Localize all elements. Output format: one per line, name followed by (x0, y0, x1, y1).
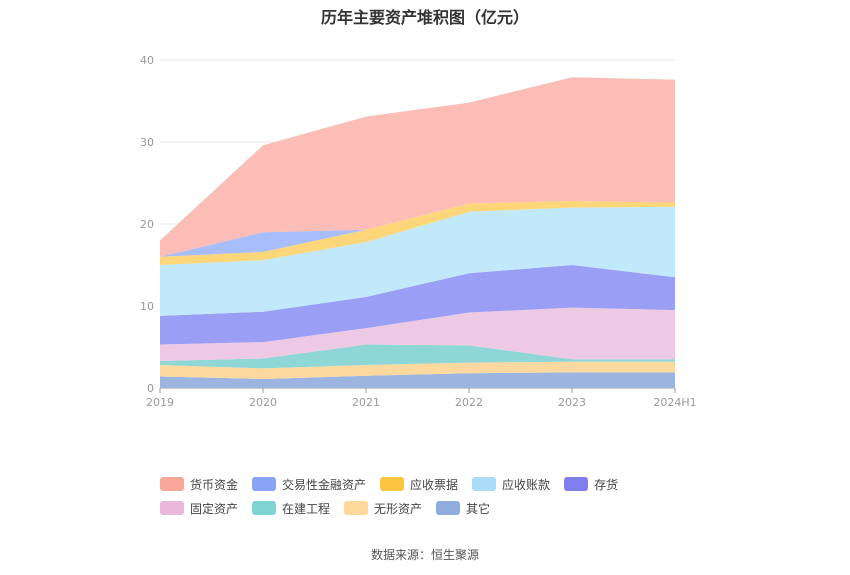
x-tick-label: 2019 (146, 396, 174, 409)
area-series (160, 77, 675, 388)
area-货币资金 (160, 77, 675, 257)
legend: 货币资金 交易性金融资产 应收票据 应收账款 存货固定资产 在建工程 无形资产 其它 (160, 472, 720, 520)
legend-item[interactable]: 其它 (436, 496, 490, 520)
legend-item[interactable]: 应收票据 (380, 472, 458, 496)
legend-label: 应收票据 (410, 477, 459, 492)
legend-swatch (160, 501, 184, 515)
area-应收票据 (160, 201, 675, 265)
legend-item[interactable]: 交易性金融资产 (252, 472, 366, 496)
y-tick-label: 30 (140, 136, 154, 149)
stacked-area-chart: 0 10 20 30 40 2019 2020 2021 2022 2023 2024H1 (140, 54, 697, 409)
legend-swatch (472, 477, 497, 491)
legend-label: 存货 (594, 477, 619, 492)
chart-title: 历年主要资产堆积图（亿元） (320, 8, 529, 27)
y-tick-label: 40 (140, 54, 154, 67)
legend-label: 固定资产 (190, 501, 239, 516)
x-tick-label: 2024H1 (653, 396, 696, 409)
area-在建工程 (160, 344, 675, 369)
axes: 0 10 20 30 40 2019 2020 2021 2022 2023 2024H1 (140, 54, 697, 409)
legend-label: 应收账款 (502, 477, 551, 492)
legend-label: 货币资金 (190, 477, 239, 492)
area-交易性金融资产 (160, 201, 675, 257)
y-tick-label: 20 (140, 218, 154, 231)
legend-swatch (344, 501, 369, 515)
legend-item[interactable]: 货币资金 (160, 472, 238, 496)
legend-item[interactable]: 存货 (564, 472, 618, 496)
y-tick-label: 10 (140, 300, 154, 313)
x-tick-label: 2022 (455, 396, 483, 409)
legend-swatch (252, 477, 277, 491)
legend-swatch (252, 501, 277, 515)
x-tick-label: 2023 (558, 396, 586, 409)
legend-item[interactable]: 在建工程 (252, 496, 330, 520)
legend-label: 在建工程 (282, 501, 331, 516)
legend-label: 交易性金融资产 (282, 477, 367, 492)
area-固定资产 (160, 307, 675, 361)
x-tick-label: 2020 (249, 396, 277, 409)
area-存货 (160, 265, 675, 345)
area-其它 (160, 372, 675, 388)
legend-swatch (436, 501, 461, 515)
legend-item[interactable]: 固定资产 (160, 496, 238, 520)
legend-swatch (564, 477, 589, 491)
legend-swatch (380, 477, 405, 491)
x-tick-label: 2021 (352, 396, 380, 409)
legend-item[interactable]: 应收账款 (472, 472, 550, 496)
area-应收账款 (160, 206, 675, 316)
data-source: 数据来源：恒生聚源 (370, 548, 479, 562)
y-tick-label: 0 (147, 382, 154, 395)
legend-item[interactable]: 无形资产 (344, 496, 422, 520)
area-无形资产 (160, 361, 675, 379)
legend-label: 无形资产 (374, 501, 423, 516)
legend-label: 其它 (466, 501, 491, 516)
legend-swatch (160, 477, 184, 491)
